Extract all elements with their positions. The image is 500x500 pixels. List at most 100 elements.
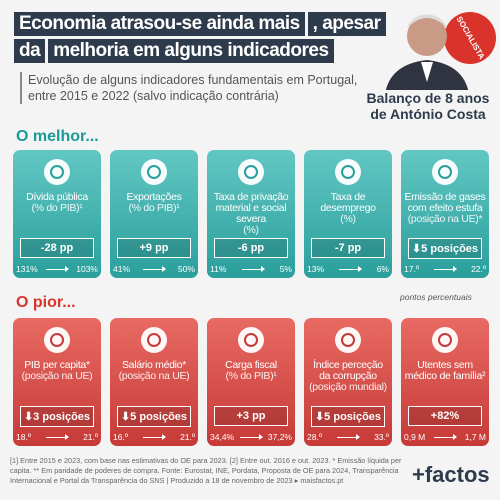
label-sub: (% do PIB)¹: [225, 370, 277, 382]
change-box: ⬇3 posições: [20, 406, 94, 427]
card: Taxa de privação material e social sever…: [207, 150, 295, 278]
from: 34,4%: [210, 432, 235, 442]
portrait: SOCIALISTA: [385, 12, 496, 94]
footer: [1] Entre 2015 e 2023, com base nas esti…: [10, 456, 402, 485]
arrow: [242, 265, 266, 272]
icon: [432, 159, 458, 185]
from-to: 18.º 21.º: [16, 432, 98, 442]
label: PIB per capita*: [24, 359, 90, 371]
card: Dívida pública (% do PIB)¹ -28 pp 131% 103%: [13, 150, 101, 278]
change-box: ⬇5 posições: [117, 406, 191, 427]
arrow: [46, 265, 69, 272]
card: Exportações (% do PIB)¹ +9 pp 41% 50%: [110, 150, 198, 278]
arrow: [240, 433, 263, 440]
card: Salário médio* (posição na UE) ⬇5 posições…: [110, 318, 198, 446]
from: 11%: [210, 264, 227, 274]
card: Utentes sem médico de família² +82% 0,9 M 1…: [401, 318, 489, 446]
badge: Balanço de 8 anos de António Costa: [362, 90, 494, 122]
label: Utentes sem médico de família²: [404, 359, 486, 382]
logo: +factos: [412, 462, 490, 487]
from: 131%: [16, 264, 38, 274]
badge-line: Balanço de 8 anos: [366, 90, 490, 106]
subtitle: Evolução de alguns indicadores fundament…: [20, 72, 368, 104]
from: 13%: [307, 264, 325, 274]
change-box: +82%: [408, 406, 482, 426]
label: Emissão de gases com efeito estufa: [404, 191, 486, 214]
arrow: [143, 265, 166, 272]
card-label: Emissão de gases com efeito estufa (posiç…: [404, 192, 486, 225]
to: 1,7 M: [464, 432, 486, 442]
icon: [335, 159, 361, 185]
label-sub: (posição mundial): [309, 381, 387, 393]
arrow: [337, 433, 360, 440]
to: 5%: [279, 264, 292, 274]
from: 28.º: [307, 432, 322, 442]
label: Salário médio*: [121, 359, 187, 371]
label-sub: (%): [243, 224, 259, 236]
card: PIB per capita* (posição na UE) ⬇3 posiçõe…: [13, 318, 101, 446]
from: 16.º: [113, 432, 128, 442]
to: 37,2%: [267, 432, 292, 442]
card-label: Salário médio* (posição na UE): [113, 360, 195, 382]
card: Emissão de gases com efeito estufa (posiç…: [401, 150, 489, 278]
label-sub: (% do PIB)¹: [31, 202, 83, 214]
change-box: -7 pp: [311, 238, 385, 258]
label-sub: (posição na UE): [118, 370, 190, 382]
change-box: +3 pp: [214, 406, 288, 426]
icon: [141, 327, 167, 353]
card-label: Carga fiscal (% do PIB)¹: [210, 360, 292, 382]
change-box: +9 pp: [117, 238, 191, 258]
title: Economia atrasou-se ainda mais, apesar d…: [14, 12, 386, 63]
arrow: [434, 433, 457, 440]
worst-heading: O pior...: [16, 294, 76, 311]
card-label: Índice perceção da corrupção (posição mun…: [307, 360, 389, 393]
title-part: melhoria em alguns indicadores: [48, 39, 334, 63]
to: 21.º: [83, 432, 98, 442]
from-to: 41% 50%: [113, 264, 195, 274]
label: Taxa de desemprego: [320, 191, 376, 214]
icon: [44, 327, 70, 353]
icon: [238, 159, 264, 185]
arrow: [143, 433, 166, 440]
arrow: [339, 265, 363, 272]
card: Carga fiscal (% do PIB)¹ +3 pp 34,4% 37,2%: [207, 318, 295, 446]
from-to: 28.º 33.º: [307, 432, 389, 442]
label: Índice perceção da corrupção: [313, 359, 383, 382]
arrow: [434, 265, 457, 272]
from: 0,9 M: [404, 432, 426, 442]
to: 22.º: [471, 264, 486, 274]
title-part: , apesar: [307, 12, 386, 36]
to: 21.º: [180, 432, 195, 442]
icon: [44, 159, 70, 185]
label: Taxa de privação material e social sever…: [213, 191, 289, 225]
to: 33.º: [374, 432, 389, 442]
to: 6%: [376, 264, 389, 274]
from-to: 131% 103%: [16, 264, 98, 274]
card-label: Taxa de privação material e social sever…: [210, 192, 292, 236]
label-sub: (posição na UE)*: [407, 213, 483, 225]
label: Carga fiscal: [225, 359, 277, 371]
icon: [141, 159, 167, 185]
from-to: 13% 6%: [307, 264, 389, 274]
change-box: -28 pp: [20, 238, 94, 258]
card-label: Exportações (% do PIB)¹: [113, 192, 195, 214]
note: pontos percentuais: [400, 292, 472, 302]
icon: [238, 327, 264, 353]
label-sub: (%): [340, 213, 356, 225]
card-label: Utentes sem médico de família²: [404, 360, 486, 382]
best-heading: O melhor...: [16, 128, 99, 145]
label: Dívida pública: [26, 191, 88, 203]
from-to: 17.º 22.º: [404, 264, 486, 274]
change-box: -6 pp: [214, 238, 288, 258]
icon: [432, 327, 458, 353]
icon: [335, 327, 361, 353]
label-sub: (posição na UE): [21, 370, 93, 382]
card-label: PIB per capita* (posição na UE): [16, 360, 98, 382]
from: 18.º: [16, 432, 31, 442]
from: 41%: [113, 264, 131, 274]
title-part: da: [14, 39, 46, 63]
card: Índice perceção da corrupção (posição mun…: [304, 318, 392, 446]
title-part: Economia atrasou-se ainda mais: [14, 12, 305, 36]
from-to: 16.º 21.º: [113, 432, 195, 442]
